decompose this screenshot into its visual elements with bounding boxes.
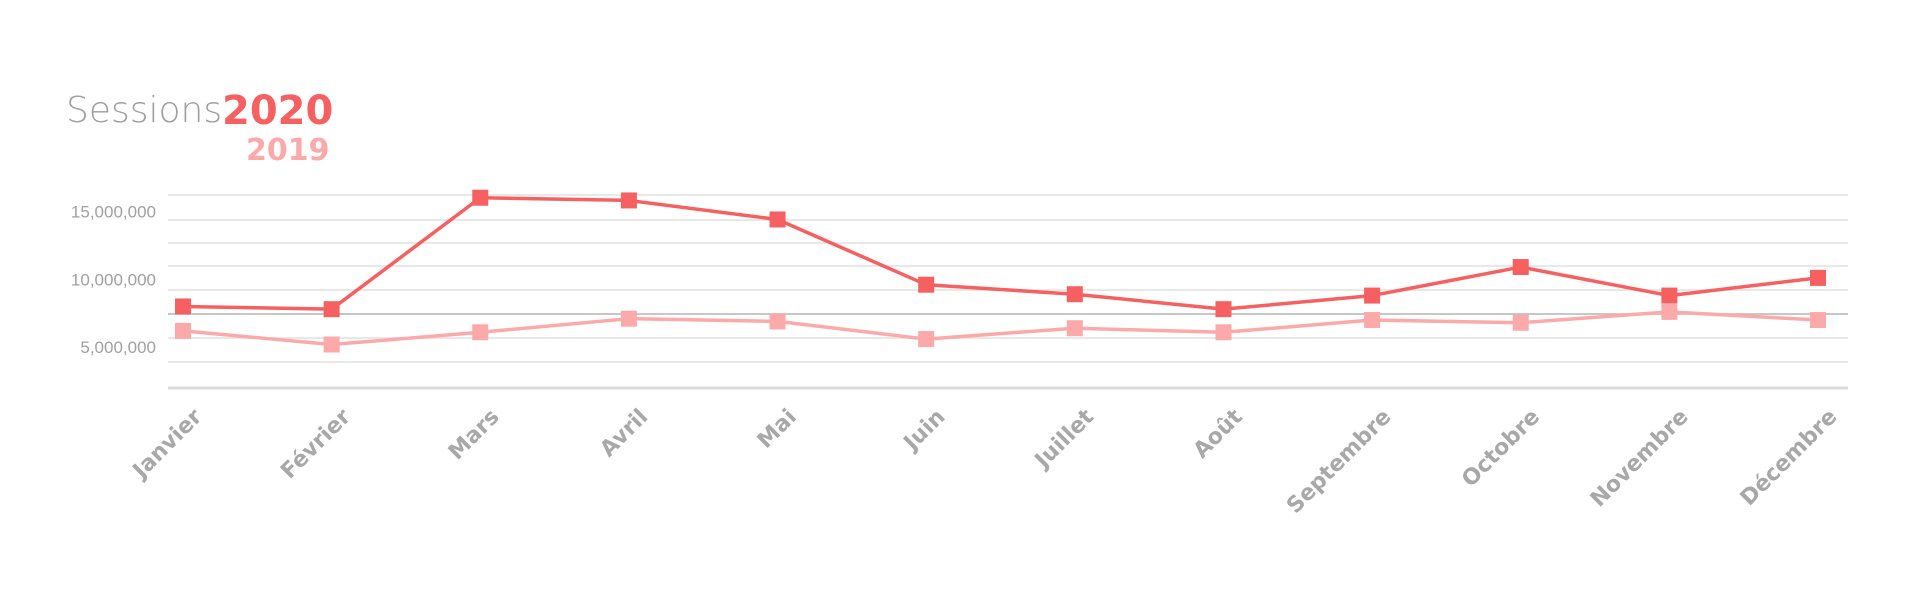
data-point-2019 [323, 336, 340, 353]
legend-2020: 2020 [222, 88, 333, 134]
data-point-2020 [175, 298, 191, 315]
y-tick-label: 10,000,000 [71, 270, 156, 289]
data-point-2019 [769, 313, 786, 330]
y-tick-label: 15,000,000 [71, 202, 156, 221]
data-point-2020 [472, 189, 489, 206]
data-point-2020 [1364, 287, 1381, 304]
data-point-2020 [1661, 287, 1678, 304]
x-tick-label: Mars [444, 405, 505, 466]
plot-area [175, 189, 1826, 353]
series-line-2019 [182, 310, 1819, 347]
data-point-2019 [1810, 312, 1826, 329]
data-point-2019 [918, 331, 935, 348]
x-tick-label: Juin [898, 405, 950, 457]
data-point-2019 [1512, 314, 1529, 331]
chart-title: Sessions [66, 90, 222, 131]
x-tick-label: Janvier [127, 404, 207, 484]
data-point-2019 [1215, 324, 1232, 341]
x-tick-label: Septembre [1282, 405, 1396, 519]
y-axis: 5,000,000 10,000,000 15,000,000 [71, 202, 156, 357]
data-point-2020 [769, 211, 786, 228]
data-point-2020 [1066, 286, 1083, 303]
data-point-2020 [1215, 301, 1232, 318]
data-point-2020 [323, 301, 340, 318]
x-tick-label: Octobre [1457, 405, 1545, 493]
x-tick-label: Novembre [1586, 405, 1694, 513]
data-point-2020 [1512, 259, 1529, 276]
x-axis: Janvier Février Mars Avril Mai Juin Juillet Aoû… [127, 404, 1842, 518]
data-point-2019 [175, 322, 191, 339]
series-2020 [175, 189, 1826, 318]
data-point-2020 [620, 192, 637, 209]
x-tick-label: Juillet [1029, 404, 1099, 474]
x-tick-label: Août [1189, 404, 1248, 463]
y-tick-label: 5,000,000 [80, 338, 156, 357]
series-line-2020 [182, 195, 1819, 311]
data-point-2019 [1364, 312, 1381, 329]
data-point-2019 [1661, 303, 1678, 320]
data-point-2020 [918, 276, 935, 293]
series-2019 [175, 303, 1826, 353]
data-point-2019 [1066, 320, 1083, 337]
data-point-2019 [620, 310, 637, 327]
legend-2019: 2019 [246, 133, 330, 168]
x-tick-label: Avril [596, 405, 654, 463]
data-point-2020 [1810, 269, 1826, 286]
x-tick-label: Décembre [1736, 405, 1842, 511]
x-tick-label: Février [276, 404, 356, 484]
x-tick-label: Mai [753, 405, 802, 454]
data-point-2019 [472, 324, 489, 341]
